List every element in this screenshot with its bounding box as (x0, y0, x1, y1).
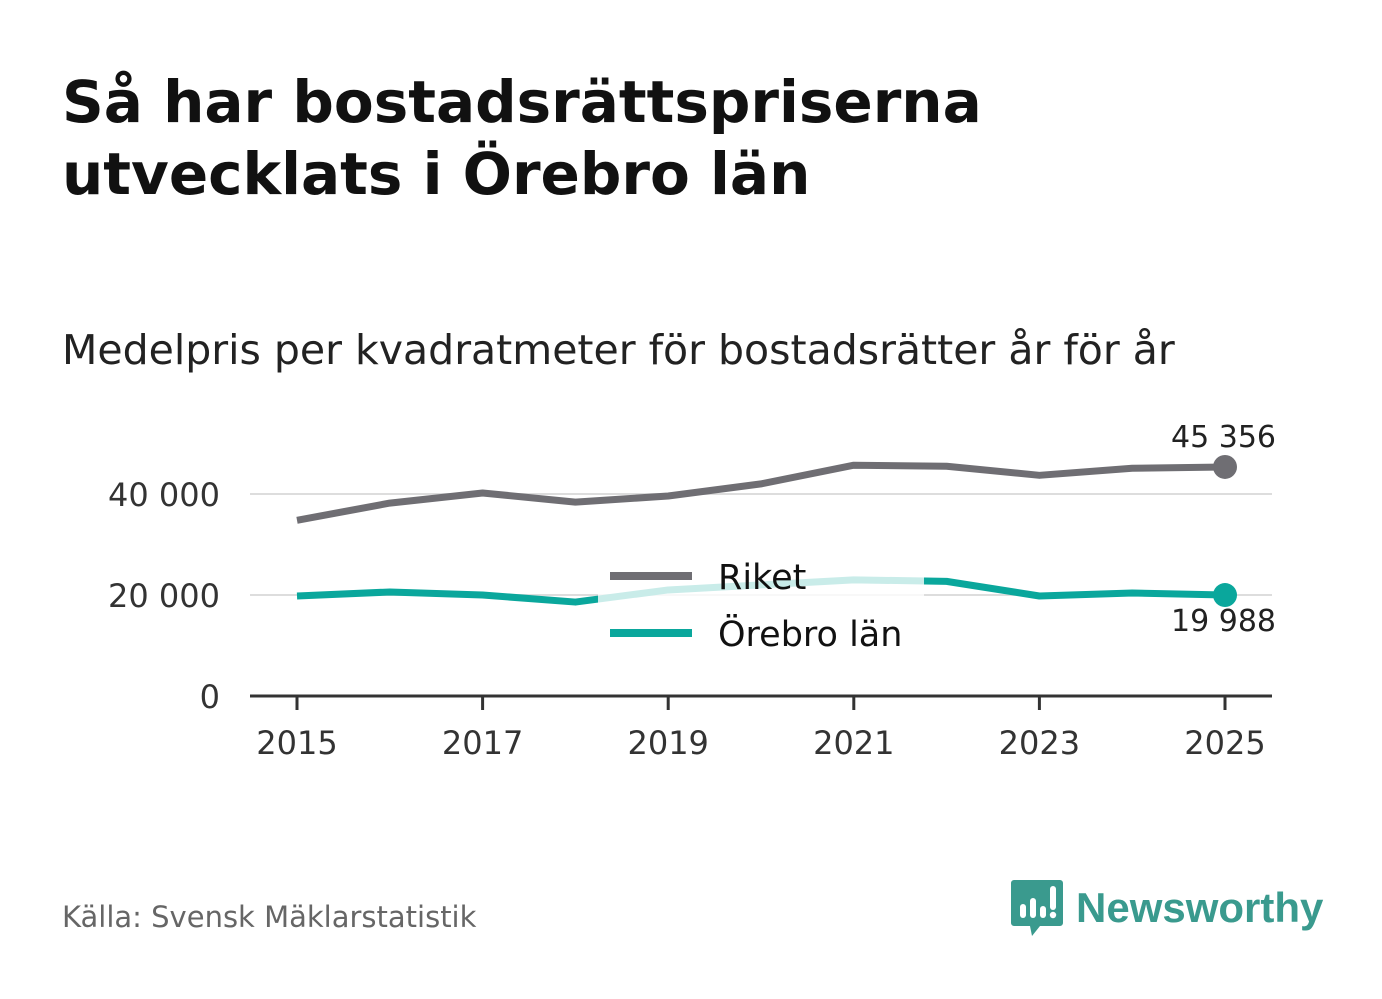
end-value-label: 19 988 (1171, 604, 1276, 639)
x-tick-label: 2023 (999, 724, 1080, 762)
newsworthy-logo: Newsworthy (1010, 878, 1323, 938)
x-tick-label: 2021 (813, 724, 894, 762)
legend-label: Riket (718, 558, 806, 598)
legend-label: Örebro län (718, 613, 902, 655)
x-tick-label: 2019 (627, 724, 708, 762)
x-tick-label: 2025 (1184, 724, 1265, 762)
y-tick-label: 0 (200, 678, 220, 716)
chart-title: Så har bostadsrättspriserna utvecklats i… (62, 68, 982, 208)
y-tick-label: 20 000 (108, 577, 220, 615)
source-note: Källa: Svensk Mäklarstatistik (62, 900, 477, 934)
end-point-marker (1213, 454, 1237, 479)
end-point-marker (1213, 583, 1237, 608)
chart-subtitle: Medelpris per kvadratmeter för bostadsrä… (62, 326, 1175, 374)
newsworthy-logo-icon (1011, 880, 1063, 936)
end-value-label: 45 356 (1171, 420, 1276, 455)
series-line-riket (296, 461, 1226, 524)
x-tick-label: 2015 (256, 724, 337, 762)
x-tick-label: 2017 (442, 724, 523, 762)
newsworthy-logo-text: Newsworthy (1076, 884, 1324, 931)
y-tick-label: 40 000 (108, 476, 220, 514)
